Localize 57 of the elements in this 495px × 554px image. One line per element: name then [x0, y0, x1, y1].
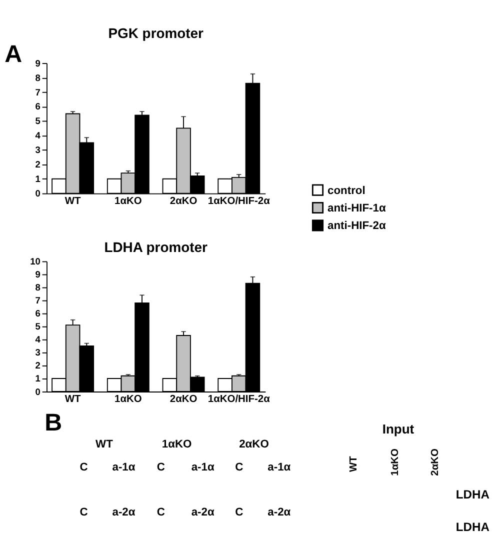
- text: LDHA: [456, 520, 490, 534]
- x-tick-label: 1αKO: [114, 196, 142, 208]
- x-tick-label: 1αKO/HIF-2α: [208, 394, 271, 406]
- x-tick-label: WT: [64, 394, 82, 406]
- text: A: [4, 41, 22, 68]
- text: 1αKO: [162, 438, 192, 450]
- text: C: [80, 462, 88, 474]
- y-tick-label: 3: [35, 348, 40, 358]
- y-tick-label: 1: [35, 174, 40, 184]
- x-tick-label: 2αKO: [170, 394, 198, 406]
- y-tick-label: 2: [35, 160, 40, 170]
- x-tick-label: 2αKO: [170, 196, 198, 208]
- text: a-1α: [112, 462, 136, 474]
- y-tick-label: 0: [35, 188, 40, 199]
- y-tick-label: 5: [35, 116, 40, 126]
- chart-title: PGK promoter: [108, 24, 204, 41]
- text: a-1α: [191, 462, 214, 474]
- y-tick-label: 1: [35, 374, 40, 384]
- y-tick-label: 5: [35, 322, 40, 332]
- y-tick-label: 6: [35, 308, 40, 319]
- text: C: [235, 506, 244, 518]
- y-tick-label: 2: [35, 360, 40, 371]
- text: WT: [348, 455, 360, 472]
- text: 2αKO: [430, 448, 442, 476]
- legend-label: anti-HIF-2α: [328, 220, 386, 232]
- text: a-1α: [268, 462, 291, 474]
- y-tick-label: 8: [35, 282, 40, 293]
- y-tick-label: 4: [35, 130, 42, 141]
- y-tick-label: 4: [35, 334, 42, 345]
- text: LDHA: [456, 488, 490, 502]
- text: Input: [382, 421, 415, 436]
- text: a-2α: [191, 506, 214, 518]
- legend-label: anti-HIF-1α: [328, 202, 386, 214]
- text: a-2α: [268, 506, 291, 518]
- x-tick-label: 1αKO: [114, 394, 142, 406]
- y-tick-label: 10: [30, 256, 40, 267]
- text: C: [80, 506, 88, 518]
- y-tick-label: 8: [35, 72, 40, 83]
- text: C: [156, 462, 165, 474]
- x-tick-label: 1αKO/HIF-2α: [208, 196, 271, 208]
- text: a-2α: [112, 506, 136, 518]
- text: WT: [96, 438, 114, 450]
- y-tick-label: 3: [35, 145, 40, 156]
- legend-label: control: [328, 184, 366, 197]
- text: 2αKO: [239, 438, 270, 450]
- x-tick-label: WT: [64, 196, 82, 208]
- y-tick-label: 9: [35, 270, 40, 280]
- y-tick-label: 0: [35, 386, 40, 397]
- text: B: [44, 410, 62, 437]
- chart-title: LDHA promoter: [104, 238, 208, 255]
- y-tick-label: 7: [35, 87, 40, 98]
- text: 1αKO: [390, 448, 402, 476]
- y-tick-label: 6: [35, 102, 40, 112]
- y-tick-label: 9: [35, 58, 40, 68]
- text: C: [156, 506, 165, 518]
- text: C: [235, 462, 244, 474]
- y-tick-label: 7: [35, 296, 40, 306]
